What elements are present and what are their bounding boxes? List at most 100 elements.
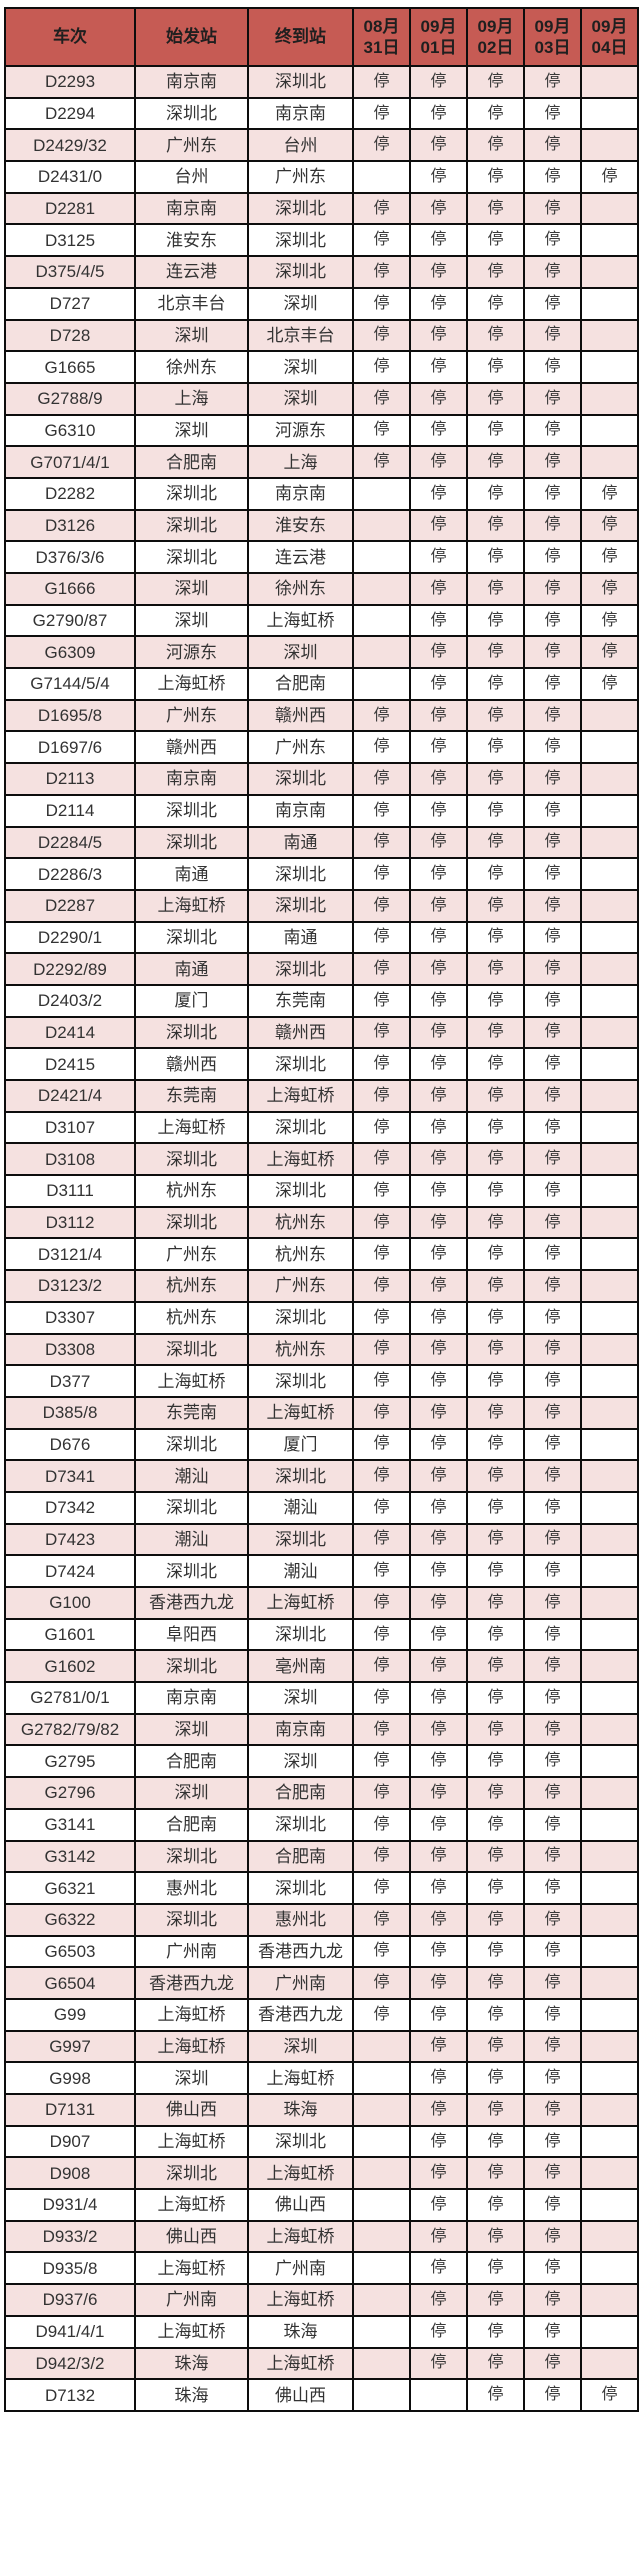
suspension-mark-cell: 停 [409, 1205, 468, 1240]
suspension-mark-cell: 停 [409, 2093, 468, 2127]
train-number-cell: G998 [4, 2061, 136, 2095]
terminus-station-cell: 佛山西 [247, 2188, 354, 2222]
suspension-mark-cell: 停 [352, 952, 411, 986]
suspension-mark-cell: 停 [466, 318, 525, 353]
suspension-mark-cell: 停 [352, 1776, 411, 1810]
table-row: G3141 合肥南 深圳北停停停停 [4, 1807, 639, 1842]
terminus-station-cell: 上海虹桥 [247, 2346, 354, 2381]
suspension-mark-cell: 停 [466, 2283, 525, 2317]
terminus-station-cell: 合肥南 [247, 667, 354, 701]
origin-station-cell: 深圳北 [134, 96, 249, 131]
train-number-cell: D933/2 [4, 2219, 136, 2254]
suspension-mark-cell: 停 [409, 1015, 468, 1050]
table-row: D2281 南京南 深圳北停停停停 [4, 191, 639, 226]
suspension-mark-cell: 停 [466, 2029, 525, 2064]
suspension-mark-cell: 停 [523, 2124, 582, 2159]
table-row: D375/4/5 连云港 深圳北停停停停 [4, 255, 639, 289]
suspension-mark-cell: 停 [352, 1997, 411, 2032]
terminus-station-cell: 南通 [247, 920, 354, 955]
train-number-cell: D377 [4, 1364, 136, 1398]
suspension-mark-cell: 停 [352, 1142, 411, 1177]
train-number-cell: D3308 [4, 1332, 136, 1367]
train-number-cell: G6504 [4, 1966, 136, 2000]
suspension-mark-cell: 停 [409, 1110, 468, 1145]
train-number-cell: D2431/0 [4, 160, 136, 194]
suspension-mark-cell: 停 [523, 128, 582, 163]
suspension-mark-cell: 停 [466, 223, 525, 258]
suspension-mark-cell: 停 [466, 603, 525, 638]
suspension-mark-cell: 停 [523, 2156, 582, 2191]
terminus-station-cell: 深圳北 [247, 1364, 354, 1398]
suspension-mark-cell [580, 793, 639, 828]
suspension-mark-cell: 停 [466, 2219, 525, 2254]
suspension-mark-cell [352, 160, 411, 194]
suspension-mark-cell: 停 [352, 1712, 411, 1747]
suspension-mark-cell: 停 [523, 1776, 582, 1810]
train-number-cell: D7131 [4, 2093, 136, 2127]
suspension-mark-cell: 停 [523, 255, 582, 289]
suspension-mark-cell [352, 2251, 411, 2286]
suspension-mark-cell [580, 381, 639, 416]
suspension-mark-cell: 停 [523, 318, 582, 353]
table-row: D2421/4 东莞南 上海虹桥停停停停 [4, 1079, 639, 1113]
header-row: 车次 始发站 终到站 08月 31日 09月 01日 09月 02日 09月 03日 09月 … [4, 7, 639, 67]
suspension-mark-cell: 停 [523, 1871, 582, 1905]
suspension-mark-cell: 停 [466, 572, 525, 606]
train-number-cell: D727 [4, 286, 136, 321]
train-number-cell: D7342 [4, 1490, 136, 1525]
suspension-mark-cell [352, 2219, 411, 2254]
train-number-cell: D2281 [4, 191, 136, 226]
suspension-mark-cell: 停 [523, 825, 582, 860]
suspension-mark-cell [352, 572, 411, 606]
train-number-cell: G2781/0/1 [4, 1681, 136, 1715]
suspension-mark-cell: 停 [352, 1300, 411, 1335]
suspension-mark-cell [352, 2061, 411, 2095]
suspension-mark-cell: 停 [580, 540, 639, 574]
origin-station-cell: 深圳 [134, 2061, 249, 2095]
suspension-mark-cell [580, 2251, 639, 2286]
train-number-cell: D1695/8 [4, 698, 136, 733]
train-number-cell: G2796 [4, 1776, 136, 1810]
suspension-mark-cell: 停 [523, 1744, 582, 1779]
origin-station-cell: 广州东 [134, 698, 249, 733]
suspension-mark-cell: 停 [523, 1237, 582, 1272]
table-row: D3108 深圳北 上海虹桥停停停停 [4, 1142, 639, 1177]
suspension-mark-cell: 停 [352, 1902, 411, 1937]
train-number-cell: G7071/4/1 [4, 445, 136, 479]
terminus-station-cell: 广州东 [247, 1269, 354, 1303]
suspension-mark-cell [580, 1712, 639, 1747]
origin-station-cell: 南京南 [134, 762, 249, 796]
table-row: D931/4 上海虹桥 佛山西停停停 [4, 2188, 639, 2222]
train-number-cell: D907 [4, 2124, 136, 2159]
origin-station-cell: 深圳北 [134, 1142, 249, 1177]
suspension-mark-cell: 停 [466, 2314, 525, 2349]
suspension-mark-cell: 停 [466, 160, 525, 194]
suspension-mark-cell: 停 [409, 888, 468, 923]
suspension-mark-cell: 停 [466, 1110, 525, 1145]
suspension-mark-cell: 停 [523, 1997, 582, 2032]
origin-station-cell: 深圳北 [134, 1902, 249, 1937]
terminus-station-cell: 深圳北 [247, 1617, 354, 1652]
suspension-mark-cell: 停 [466, 888, 525, 923]
origin-station-cell: 南通 [134, 857, 249, 891]
origin-station-cell: 南通 [134, 952, 249, 986]
suspension-mark-cell: 停 [466, 1871, 525, 1905]
suspension-mark-cell [580, 2219, 639, 2254]
suspension-mark-cell: 停 [409, 667, 468, 701]
suspension-mark-cell [580, 1681, 639, 1715]
terminus-station-cell: 深圳北 [247, 1807, 354, 1842]
suspension-mark-cell: 停 [466, 128, 525, 163]
terminus-station-cell: 深圳北 [247, 65, 354, 99]
terminus-station-cell: 深圳北 [247, 1110, 354, 1145]
suspension-mark-cell: 停 [466, 1681, 525, 1715]
terminus-station-cell: 上海虹桥 [247, 1586, 354, 1620]
table-row: G7071/4/1 合肥南 上海停停停停 [4, 445, 639, 479]
suspension-mark-cell: 停 [409, 2029, 468, 2064]
suspension-mark-cell: 停 [409, 1079, 468, 1113]
table-row: D7423 潮汕 深圳北停停停停 [4, 1522, 639, 1557]
terminus-station-cell: 惠州北 [247, 1902, 354, 1937]
terminus-station-cell: 赣州西 [247, 1015, 354, 1050]
suspension-mark-cell [580, 2314, 639, 2349]
suspension-mark-cell: 停 [352, 1966, 411, 2000]
suspension-mark-cell [352, 667, 411, 701]
